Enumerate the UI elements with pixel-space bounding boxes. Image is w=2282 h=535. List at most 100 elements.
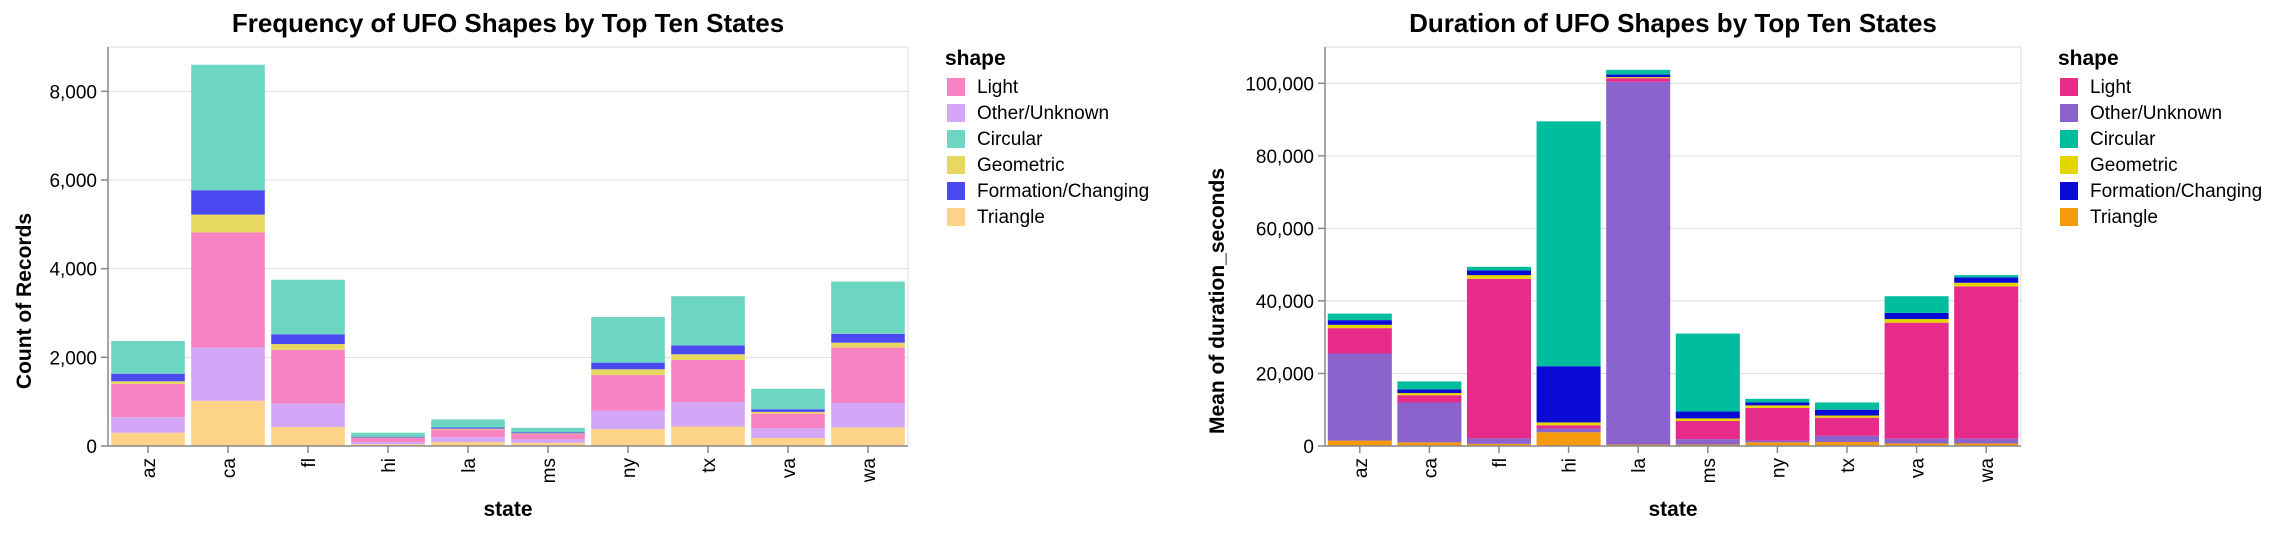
bar-segment (591, 317, 665, 363)
legend-label: Other/Unknown (977, 103, 1109, 124)
x-tick-label: fl (1490, 458, 1511, 468)
bar-segment (1397, 381, 1461, 389)
bar-segment (191, 348, 265, 401)
bar-segment (751, 428, 825, 438)
bar-segment (271, 403, 345, 426)
bar-segment (191, 215, 265, 233)
x-tick-label: az (1351, 458, 1372, 478)
y-tick-label: 100,000 (1245, 74, 1314, 95)
bar-segment (271, 350, 345, 404)
bar-segment (351, 437, 425, 438)
bar-segment (831, 343, 905, 348)
bar-segment (1606, 70, 1670, 75)
bar-segment (1606, 82, 1670, 445)
legend-swatch (2060, 208, 2078, 226)
frequency-chart: Frequency of UFO Shapes by Top Ten State… (13, 8, 1149, 521)
bar-segment (1745, 399, 1809, 403)
bar-segment (271, 280, 345, 335)
bar-segment (111, 433, 185, 446)
bar-segment (1954, 275, 2018, 277)
y-tick-label: 2,000 (49, 348, 97, 369)
bar-segment (1954, 277, 2018, 282)
bar-segment (191, 65, 265, 190)
legend-swatch (947, 182, 965, 200)
x-tick-label: fl (299, 458, 320, 468)
bar-segment (111, 374, 185, 382)
bar-segment (1537, 366, 1601, 422)
bar-segment (671, 402, 745, 426)
bar-segment (351, 438, 425, 442)
x-tick-label: wa (859, 458, 880, 484)
duration-chart: Duration of UFO Shapes by Top Ten States… (1206, 8, 2262, 521)
x-tick-label: az (139, 458, 160, 478)
y-tick-label: 0 (86, 437, 97, 458)
bar-segment (1676, 418, 1740, 421)
x-tick-label: va (779, 458, 800, 479)
bar-segment (1815, 418, 1879, 436)
bar-segment (1815, 416, 1879, 418)
legend-swatch (947, 78, 965, 96)
x-tick-label: wa (1977, 458, 1998, 484)
bar-segment (831, 427, 905, 446)
y-tick-label: 20,000 (1256, 364, 1314, 385)
bar-segment (271, 344, 345, 350)
bar-segment (1815, 436, 1879, 442)
bar-segment (1676, 439, 1740, 444)
bar-segment (751, 438, 825, 446)
bar-segment (751, 409, 825, 412)
bar-segment (1537, 121, 1601, 366)
x-tick-label: tx (699, 458, 720, 473)
bar-segment (1328, 328, 1392, 353)
x-tick-label: la (459, 458, 480, 473)
bar-segment (1467, 275, 1531, 279)
bar-segment (1328, 320, 1392, 325)
bar-segment (1328, 441, 1392, 446)
bar-segment (591, 429, 665, 446)
legend-label: Circular (2090, 129, 2156, 150)
bar-segment (751, 414, 825, 429)
bar-segment (111, 384, 185, 417)
bar-segment (431, 430, 505, 438)
bar-segment (831, 403, 905, 427)
bar-segment (1676, 421, 1740, 439)
bar-segment (1467, 267, 1531, 271)
bar-segment (431, 437, 505, 442)
legend-label: Geometric (977, 155, 1065, 176)
bar-segment (191, 232, 265, 347)
bar-segment (111, 417, 185, 433)
bar-segment (1885, 313, 1949, 319)
bar-segment (1885, 323, 1949, 439)
bar-segment (1467, 438, 1531, 443)
bar-segment (431, 427, 505, 428)
legend-title: shape (945, 47, 1006, 70)
bar-segment (1954, 283, 2018, 287)
bar-segment (671, 345, 745, 354)
bar-segment (1745, 402, 1809, 405)
legend-label: Triangle (2090, 207, 2158, 228)
legend-swatch (2060, 182, 2078, 200)
bar-segment (1815, 402, 1879, 409)
legend-label: Circular (977, 129, 1043, 150)
x-tick-label: ny (619, 458, 640, 479)
x-tick-label: la (1629, 458, 1650, 473)
bar-segment (511, 428, 585, 432)
bar-segment (1467, 279, 1531, 439)
bar-segment (111, 341, 185, 374)
y-axis-title: Count of Records (13, 213, 36, 389)
bar-segment (1467, 270, 1531, 275)
bar-segment (591, 363, 665, 370)
x-tick-label: hi (1560, 458, 1581, 473)
bar-segment (271, 334, 345, 344)
bar-segment (671, 354, 745, 360)
bar-segment (1885, 439, 1949, 444)
bar-segment (511, 439, 585, 443)
bar-segment (1885, 319, 1949, 323)
bar-segment (1606, 77, 1670, 78)
x-tick-label: va (1908, 458, 1929, 479)
bar-segment (831, 282, 905, 334)
bar-segment (671, 360, 745, 402)
legend-swatch (947, 104, 965, 122)
bar-segment (1397, 393, 1461, 395)
legend-swatch (2060, 156, 2078, 174)
bar-segment (1815, 410, 1879, 416)
